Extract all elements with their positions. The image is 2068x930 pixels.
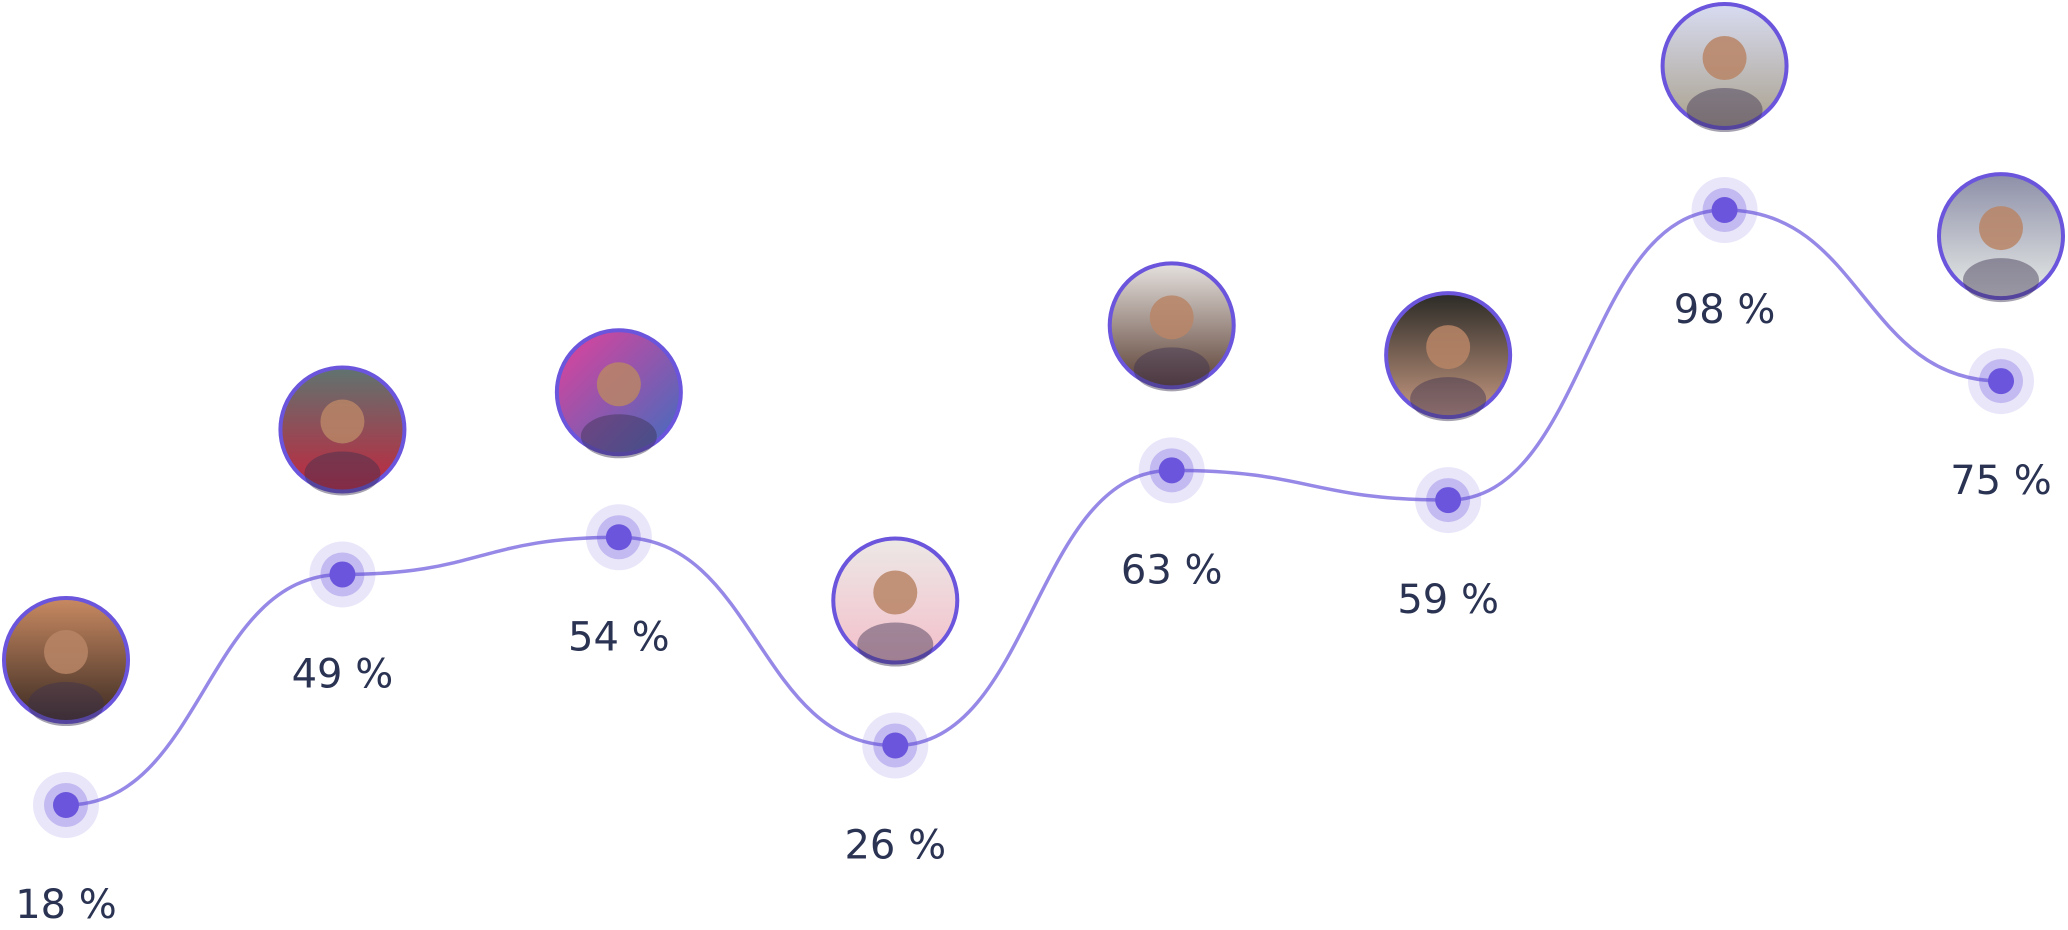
avatar-face bbox=[320, 399, 365, 444]
trend-line bbox=[65, 208, 2002, 807]
point bbox=[605, 524, 632, 551]
avatar-face bbox=[1979, 206, 2023, 251]
value-label: 98 % bbox=[1674, 287, 1776, 333]
avatar-body bbox=[1686, 88, 1763, 132]
point bbox=[1435, 487, 1462, 514]
avatar-face bbox=[1149, 295, 1194, 340]
point bbox=[1711, 197, 1738, 223]
value-label: 18 % bbox=[15, 882, 117, 928]
avatar-face bbox=[1426, 325, 1471, 370]
avatar-face bbox=[873, 570, 918, 615]
avatar-body bbox=[580, 414, 657, 459]
point bbox=[1158, 457, 1185, 484]
avatar-body bbox=[304, 451, 381, 496]
value-label: 63 % bbox=[1121, 547, 1223, 593]
value-label: 75 % bbox=[1950, 458, 2052, 504]
value-label: 54 % bbox=[568, 614, 670, 660]
avatar-face bbox=[44, 630, 88, 674]
value-label: 49 % bbox=[292, 651, 394, 697]
point bbox=[1988, 368, 2014, 395]
avatar-face bbox=[596, 362, 641, 407]
avatar-body bbox=[1963, 258, 2039, 303]
value-label: 59 % bbox=[1397, 577, 1499, 623]
avatar-body bbox=[1410, 377, 1487, 422]
point bbox=[329, 561, 356, 588]
point bbox=[53, 792, 79, 818]
avatar-body bbox=[1133, 347, 1210, 392]
avatar-body bbox=[28, 682, 104, 726]
avatar-face bbox=[1702, 36, 1747, 80]
line-layer bbox=[65, 208, 2002, 807]
point bbox=[882, 732, 909, 759]
avatar-body bbox=[857, 622, 934, 667]
value-label: 26 % bbox=[844, 823, 946, 869]
